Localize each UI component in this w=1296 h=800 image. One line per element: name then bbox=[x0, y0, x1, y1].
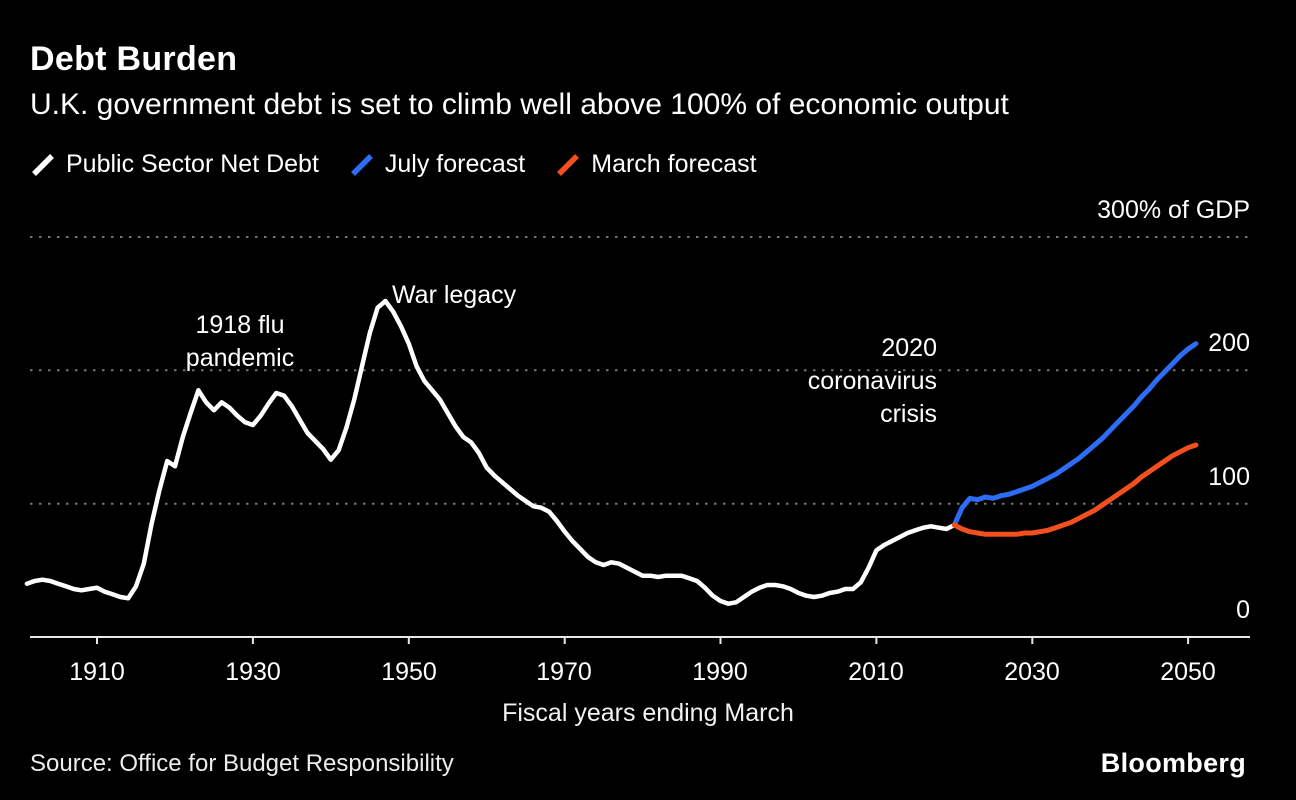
line-swatch-icon bbox=[32, 153, 54, 176]
annotation-2020-coronavirus-crisis: 2020 coronavirus crisis bbox=[807, 334, 937, 428]
x-tick-1930: 1930 bbox=[225, 658, 281, 686]
chart-subtitle: U.K. government debt is set to climb wel… bbox=[30, 88, 1009, 121]
legend-label-psnd: Public Sector Net Debt bbox=[66, 150, 319, 178]
x-tick-1910: 1910 bbox=[69, 658, 125, 686]
series-public-sector-net-debt bbox=[24, 298, 957, 606]
series-march-forecast bbox=[951, 442, 1199, 537]
y-axis-label-100: 100 bbox=[1208, 463, 1250, 491]
x-tick-1970: 1970 bbox=[536, 658, 592, 686]
legend-item-public-sector-net-debt: Public Sector Net Debt bbox=[30, 150, 319, 179]
x-tick-1990: 1990 bbox=[692, 658, 748, 686]
x-axis-title: Fiscal years ending March bbox=[502, 699, 794, 727]
psnd-swatch-line bbox=[32, 153, 54, 176]
annotation-war-legacy: War legacy bbox=[392, 281, 517, 309]
legend-label-july: July forecast bbox=[384, 150, 526, 178]
x-tick-2050: 2050 bbox=[1160, 658, 1216, 686]
series-july-forecast bbox=[951, 341, 1199, 528]
legend-item-march-forecast: March forecast bbox=[555, 150, 757, 179]
x-tick-2010: 2010 bbox=[848, 658, 904, 686]
y-axis-label-300: 300% of GDP bbox=[1097, 196, 1250, 224]
source-credit: Source: Office for Budget Responsibility bbox=[30, 750, 454, 777]
line-swatch-icon bbox=[557, 153, 580, 176]
line-swatch-icon bbox=[350, 153, 373, 176]
y-axis-label-200: 200 bbox=[1208, 329, 1250, 357]
legend-item-july-forecast: July forecast bbox=[349, 150, 525, 179]
y-axis-label-0: 0 bbox=[1236, 596, 1250, 624]
march-swatch-line bbox=[557, 153, 580, 176]
july-swatch-line bbox=[350, 153, 373, 176]
x-tick-1950: 1950 bbox=[381, 658, 437, 686]
legend-label-march: March forecast bbox=[591, 150, 757, 178]
legend: Public Sector Net Debt July forecast Mar… bbox=[30, 150, 757, 179]
bloomberg-logo: Bloomberg bbox=[1100, 748, 1246, 778]
annotation-1918-flu-pandemic: 1918 flu pandemic bbox=[185, 311, 295, 372]
chart-title: Debt Burden bbox=[30, 40, 238, 78]
x-tick-2030: 2030 bbox=[1004, 658, 1060, 686]
